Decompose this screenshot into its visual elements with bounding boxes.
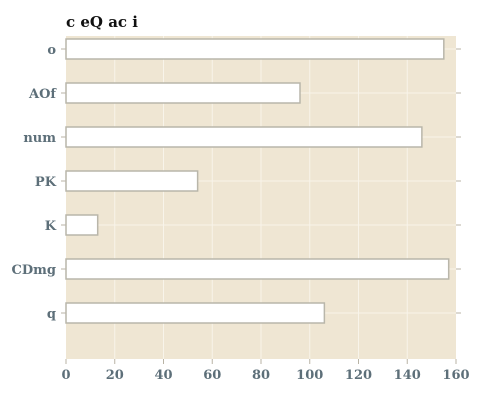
axis-ticks	[61, 48, 461, 364]
category-label: CDmg	[12, 263, 56, 278]
x-tick-label: 140	[394, 368, 421, 383]
bar-aof	[65, 82, 301, 104]
x-tick-label: 60	[203, 368, 221, 383]
x-tick-label: 20	[106, 368, 124, 383]
category-label: PK	[35, 175, 57, 190]
chart-title: c eQ ac i	[66, 13, 138, 31]
category-labels: o AOf num PK K CDmg q	[12, 43, 58, 322]
category-label: AOf	[28, 87, 57, 102]
bar-cdmg	[65, 258, 450, 280]
category-label: num	[23, 131, 56, 146]
x-tick-label: 160	[442, 368, 469, 383]
bar-k	[65, 214, 99, 236]
x-tick-label: 120	[345, 368, 372, 383]
bar-o	[65, 38, 445, 60]
bar-q	[65, 302, 326, 324]
x-tick-label: 40	[154, 368, 172, 383]
x-tick-label: 0	[61, 368, 70, 383]
category-label: o	[47, 43, 56, 58]
bars	[65, 38, 450, 324]
bar-pk	[65, 170, 199, 192]
bar-num	[65, 126, 423, 148]
x-tick-label: 100	[296, 368, 323, 383]
category-label: q	[47, 307, 56, 322]
x-tick-label: 80	[252, 368, 270, 383]
x-tick-labels: 0 20 40 60 80 100 120 140 160	[61, 368, 469, 383]
category-label: K	[45, 219, 57, 234]
